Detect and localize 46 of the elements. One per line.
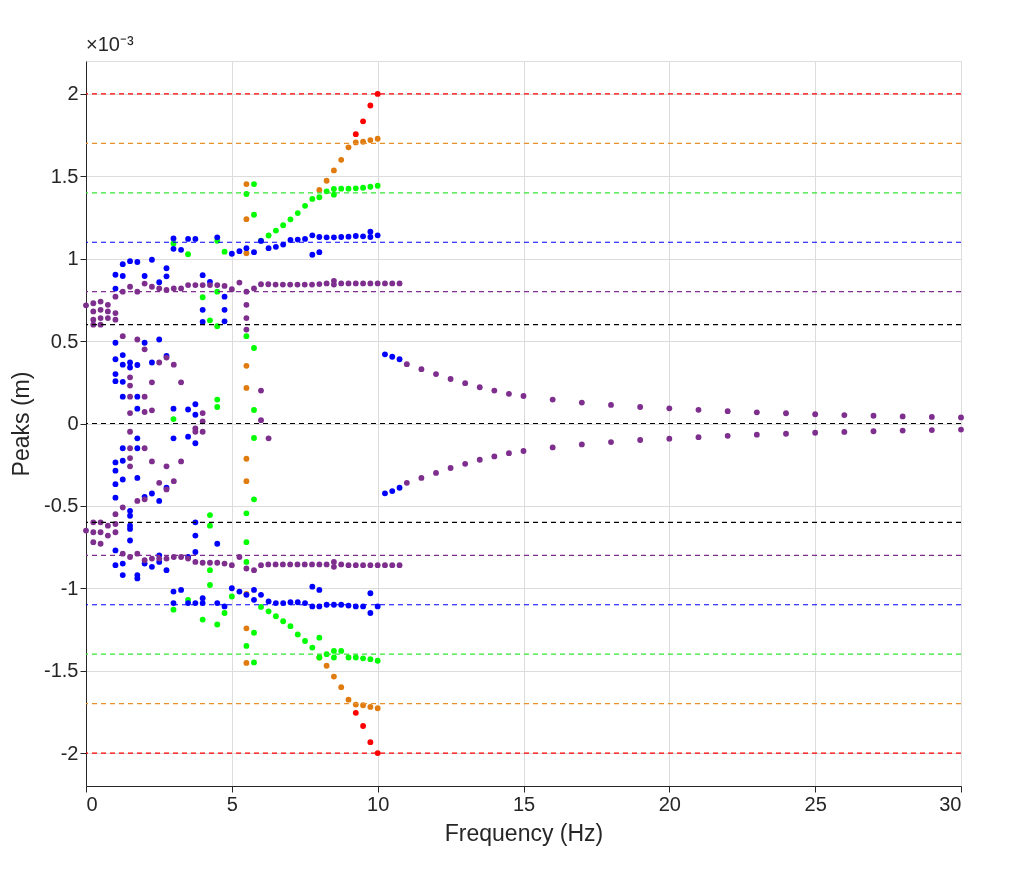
point	[338, 684, 345, 691]
y-tick-label: -2	[60, 741, 79, 764]
point	[360, 723, 366, 729]
point	[352, 709, 359, 716]
x-axis-title: Frequency (Hz)	[444, 819, 604, 846]
x-tick-label: 0	[86, 792, 98, 815]
point	[374, 705, 381, 712]
y-tick-label: -0.5	[44, 494, 79, 517]
y-tick-label: 0	[67, 412, 79, 434]
point	[345, 696, 352, 703]
x-tick-label: 20	[658, 792, 681, 815]
point	[243, 455, 250, 462]
point	[331, 167, 337, 174]
point	[367, 137, 374, 143]
x-tick-label: 5	[226, 792, 238, 815]
point	[323, 177, 330, 184]
point	[345, 144, 352, 151]
y-tick-label: 1.5	[50, 164, 79, 187]
point	[367, 704, 374, 710]
point	[243, 216, 250, 223]
point	[352, 131, 359, 138]
y-axis-title: Peaks (m)	[8, 371, 35, 477]
x-tick-label: 25	[804, 792, 827, 815]
point	[331, 673, 337, 680]
point	[374, 135, 381, 142]
point	[243, 385, 250, 391]
y-tick-label: -1	[60, 576, 79, 599]
point	[367, 739, 374, 746]
y-tick-label: 2	[67, 82, 79, 105]
point	[360, 118, 366, 125]
point	[243, 660, 250, 666]
x-tick-label: 10	[367, 792, 390, 815]
point	[338, 156, 345, 163]
point	[316, 187, 323, 193]
y-tick-label: 0.5	[50, 329, 79, 352]
x-tick-label: 30	[939, 792, 962, 815]
point	[243, 625, 250, 632]
point	[243, 362, 250, 369]
text: ×10⁻³	[86, 33, 134, 55]
point	[243, 181, 250, 187]
y-tick-label: -1.5	[44, 659, 79, 682]
y-tick-label: 1	[67, 247, 79, 270]
point	[323, 662, 330, 669]
x-tick-label: 15	[512, 792, 536, 815]
point	[367, 102, 374, 109]
point	[243, 478, 250, 485]
